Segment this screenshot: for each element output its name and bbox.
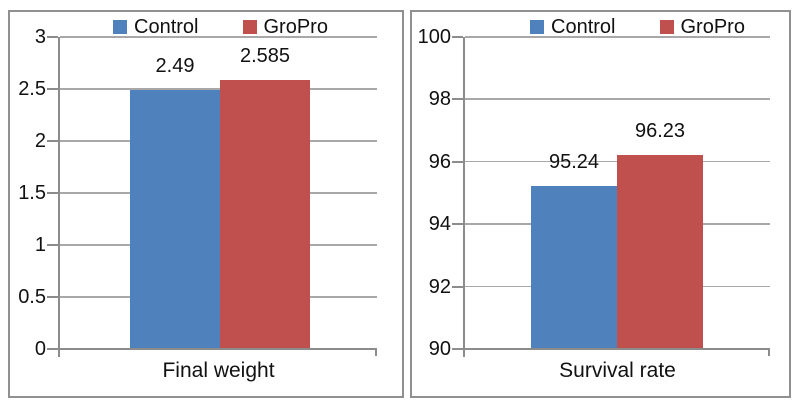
y-axis-tick [452,285,463,288]
y-axis-tick [452,348,463,350]
y-axis-tick [47,348,58,350]
y-axis-tick [452,36,463,38]
y-tick-label: 1.5 [18,182,46,204]
gridline [60,36,377,38]
final-weight-chart-panel: 0 0.5 1 1.5 2 2.5 3 2.49 2.585 Control GroPro Fin… [8,10,404,398]
y-tick-label: 100 [417,26,451,48]
x-axis-end-tick [375,350,377,356]
y-tick-label: 98 [428,88,451,111]
legend-swatch-icon [530,20,545,34]
y-axis-tick [47,192,58,194]
gridline [60,88,377,90]
gridline [465,36,770,38]
x-axis-label: Survival rate [559,359,676,382]
bar-value-label: 2.49 [155,55,195,78]
bar-gropro [220,80,310,349]
legend-label: GroPro [680,16,745,38]
legend: Control GroPro [485,14,790,40]
y-axis-tick [452,160,463,163]
legend-swatch-icon [113,20,128,34]
y-tick-label: 3 [34,26,46,48]
y-axis-tick [47,296,58,298]
x-axis-line [58,348,377,350]
bar-control [130,90,220,349]
x-axis-line [463,348,770,350]
y-axis-tick [47,88,58,90]
y-axis-line [58,37,60,357]
legend-label: Control [551,16,616,38]
bar-value-label: 95.24 [548,150,600,173]
y-tick-label: 2 [34,130,46,152]
y-axis-tick [47,244,58,246]
legend-item-control: Control [113,15,199,39]
bar-value-label: 2.585 [239,45,291,68]
plot-area: 0 0.5 1 1.5 2 2.5 3 2.49 2.585 [10,12,402,396]
bar-control [531,185,617,349]
legend-swatch-icon [242,20,257,34]
y-axis-tick [47,36,58,38]
y-axis-tick [452,98,463,101]
y-tick-label: 92 [428,275,451,298]
legend-item-gropro: GroPro [659,15,745,39]
legend-swatch-icon [659,20,674,34]
y-tick-label: 90 [428,338,451,360]
y-axis-tick [47,140,58,142]
y-tick-label: 1 [34,234,46,256]
gridline [465,98,770,100]
y-tick-label: 0.5 [18,286,46,308]
legend-item-control: Control [530,15,616,39]
legend: Control GroPro [62,14,379,40]
x-axis-label: Final weight [162,359,275,382]
survival-rate-chart-panel: 90 92 94 96 98 100 95.24 96.23 Control GroPro Su… [410,10,791,398]
y-tick-label: 96 [428,150,451,173]
legend-item-gropro: GroPro [242,15,328,39]
legend-label: GroPro [263,16,328,38]
plot-area: 90 92 94 96 98 100 95.24 96.23 [412,12,789,396]
y-tick-label: 2.5 [18,78,46,100]
x-axis-end-tick [768,350,770,356]
legend-label: Control [134,16,199,38]
y-axis-line [463,37,465,357]
bar-gropro [617,154,703,349]
y-axis-tick [452,223,463,226]
y-tick-label: 94 [428,213,451,236]
bar-value-label: 96.23 [634,119,686,142]
y-tick-label: 0 [34,338,46,360]
